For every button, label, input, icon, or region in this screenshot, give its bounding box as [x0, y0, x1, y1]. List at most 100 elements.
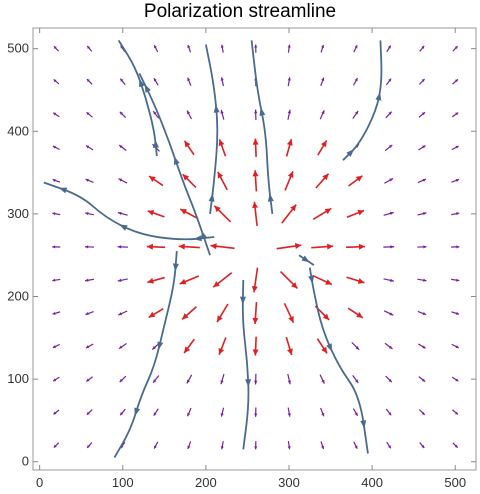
field-arrow-head — [86, 411, 90, 415]
streamline-arrowhead — [301, 255, 310, 263]
field-arrow-head — [287, 77, 291, 81]
field-arrow-head — [86, 112, 90, 116]
field-arrow-head — [86, 145, 90, 149]
field-arrow-head — [52, 245, 56, 249]
field-arrow-head — [154, 45, 157, 49]
field-arrow-head — [152, 345, 156, 350]
field-arrow-head — [53, 46, 57, 50]
field-arrow-head — [52, 311, 56, 315]
field-arrow-head — [53, 378, 57, 382]
field-arrow-head — [357, 209, 365, 216]
streamline-arrowhead — [144, 84, 151, 93]
field-arrow-head — [287, 171, 294, 178]
y-tick-label: 500 — [7, 41, 29, 56]
field-arrow-head — [252, 201, 259, 209]
field-arrow-head — [182, 313, 189, 320]
field-arrow-head — [52, 178, 56, 182]
field-arrow-head — [120, 78, 124, 82]
field-arrow-head — [421, 45, 425, 49]
field-arrow-head — [422, 345, 426, 349]
field-arrow-head — [320, 140, 327, 148]
streamline-arrowhead — [134, 407, 141, 416]
field-arrow-head — [322, 313, 330, 320]
field-arrow-head — [187, 412, 191, 417]
field-arrow-head — [252, 349, 259, 356]
field-arrow-head — [455, 345, 459, 349]
x-tick-label: 500 — [444, 475, 466, 490]
field-arrow-head — [53, 444, 57, 448]
field-arrow-head — [454, 444, 458, 448]
field-arrow-head — [389, 278, 394, 282]
field-arrow-head — [180, 209, 187, 215]
field-arrow-head — [294, 243, 302, 249]
field-arrow-head — [187, 44, 191, 49]
x-tick-label: 400 — [361, 475, 383, 490]
field-arrow-head — [86, 378, 90, 382]
streamline-arrowhead — [201, 230, 208, 240]
field-arrow-head — [455, 178, 459, 182]
streamline-arrowhead — [213, 104, 220, 113]
field-arrow-head — [254, 44, 258, 48]
field-arrow-head — [321, 346, 328, 354]
y-tick-label: 100 — [7, 371, 29, 386]
field-arrow-head — [53, 411, 57, 415]
x-tick-label: 0 — [36, 475, 43, 490]
field-arrow-head — [321, 77, 325, 82]
field-arrow-head — [355, 379, 359, 383]
streamline-arrowhead — [375, 92, 382, 101]
field-arrow-head — [179, 278, 187, 285]
field-arrow-head — [118, 312, 123, 316]
field-arrow-head — [421, 445, 425, 448]
field-arrow-head — [117, 245, 122, 249]
field-arrow-head — [321, 110, 325, 115]
field-arrow-head — [456, 212, 460, 216]
field-arrow-head — [218, 347, 225, 355]
field-arrow-head — [291, 282, 298, 289]
field-arrow-head — [454, 79, 458, 83]
field-arrow-head — [148, 311, 156, 318]
streamline-arrowhead — [139, 78, 145, 88]
field-arrow-head — [421, 411, 425, 415]
field-arrow-head — [147, 277, 154, 284]
field-arrow-head — [187, 110, 191, 115]
field-arrow-head — [87, 444, 91, 448]
field-arrow-head — [52, 278, 56, 282]
field-arrow-head — [153, 78, 157, 82]
field-arrow-head — [210, 243, 217, 250]
field-arrow-head — [154, 445, 157, 449]
field-arrow-head — [184, 140, 191, 148]
field-arrow-head — [85, 212, 89, 216]
field-arrow-head — [389, 312, 394, 316]
field-arrow-head — [178, 243, 185, 250]
field-arrow-head — [52, 212, 56, 216]
x-tick-label: 100 — [112, 475, 134, 490]
streamline-arrowhead — [308, 275, 315, 284]
y-tick-label: 300 — [7, 206, 29, 221]
field-arrow-head — [53, 112, 57, 116]
field-arrow-head — [455, 378, 459, 382]
field-arrow-head — [455, 145, 459, 149]
field-arrow-head — [422, 312, 427, 316]
field-arrow-head — [53, 79, 57, 83]
field-arrow-head — [214, 205, 221, 213]
y-tick-label: 400 — [7, 123, 29, 138]
field-arrow-head — [290, 204, 297, 212]
field-arrow-head — [218, 139, 225, 147]
field-arrow-head — [322, 173, 329, 181]
field-arrow-head — [119, 111, 124, 115]
arrow-layer — [52, 44, 460, 450]
field-arrow-head — [423, 245, 427, 249]
field-arrow-head — [287, 109, 291, 114]
streamline-arrowhead — [119, 224, 128, 231]
field-arrow-head — [358, 243, 365, 250]
field-arrow-head — [147, 210, 155, 216]
streamline-arrowhead — [173, 156, 180, 165]
streamline-arrowhead — [360, 420, 367, 429]
field-arrow-head — [252, 138, 259, 145]
field-arrow-head — [117, 211, 122, 216]
field-arrow-head — [287, 348, 293, 355]
field-arrow-head — [153, 412, 157, 416]
streamline — [342, 40, 383, 161]
field-arrow-head — [117, 278, 122, 282]
streamline-arrowhead — [326, 343, 333, 352]
